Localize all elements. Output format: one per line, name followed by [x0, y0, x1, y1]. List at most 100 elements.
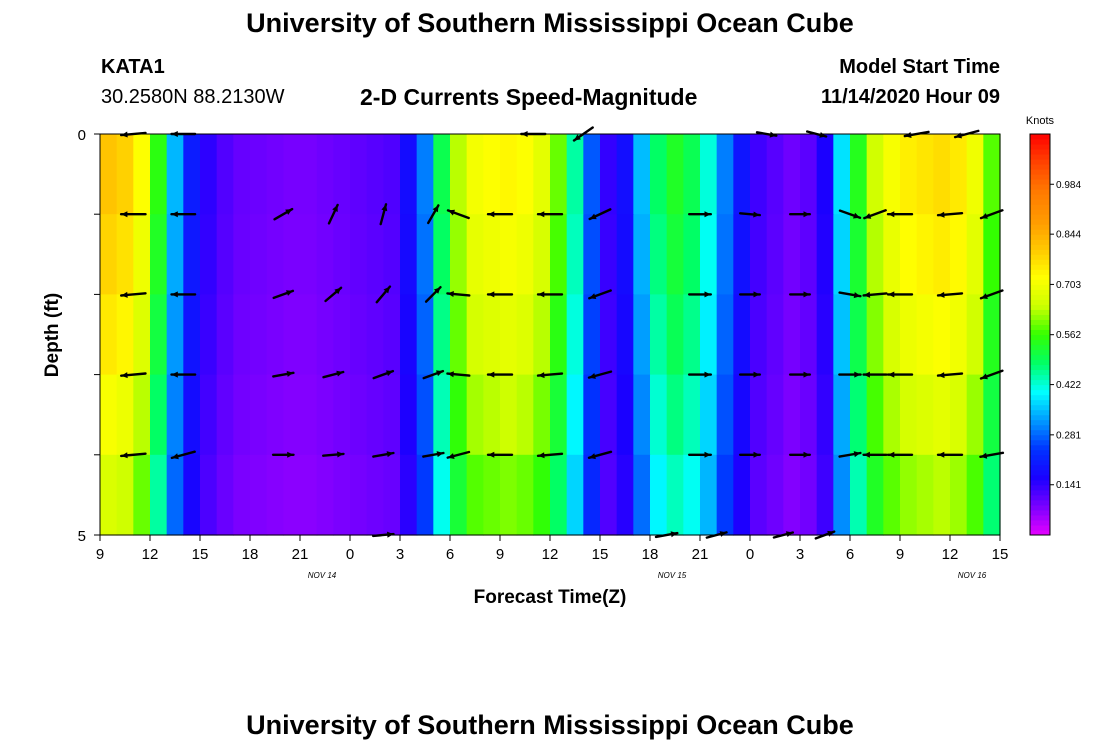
heatmap-cell — [300, 374, 318, 456]
arrow-head — [574, 134, 581, 141]
arrow-head — [803, 451, 810, 458]
colorbar-segment — [1030, 359, 1050, 366]
heatmap-cell — [133, 294, 151, 376]
heatmap-cell — [683, 454, 701, 536]
current-arrow — [862, 291, 888, 298]
arrow-head — [888, 371, 895, 378]
current-arrow — [170, 450, 196, 460]
colorbar-segment — [1030, 419, 1050, 426]
arrow-head — [171, 291, 178, 298]
arrow-head — [436, 370, 443, 377]
heatmap-cell — [500, 214, 518, 295]
heatmap-cell — [416, 374, 434, 456]
heatmap-cell — [866, 134, 884, 215]
heatmap-cell — [716, 214, 734, 295]
heatmap-cell — [666, 374, 684, 456]
heatmap-cell — [100, 294, 118, 376]
heatmap-cell — [750, 134, 768, 215]
current-arrow — [739, 451, 761, 458]
date-label: NOV 15 — [658, 571, 687, 580]
colorbar-segment — [1030, 464, 1050, 471]
heatmap-cell — [100, 214, 118, 295]
heatmap-cell — [583, 214, 601, 295]
heatmap-cell — [966, 214, 984, 295]
heatmap-cell — [183, 214, 201, 295]
current-arrow — [170, 291, 197, 298]
arrow-head — [753, 211, 760, 218]
heatmap-cell — [366, 454, 384, 536]
heatmap-cell — [550, 214, 568, 295]
heatmap-cell — [700, 454, 718, 536]
x-axis-label: Forecast Time(Z) — [474, 587, 627, 608]
current-arrow — [536, 372, 564, 379]
arrow-head — [938, 372, 945, 379]
colorbar-segment — [1030, 524, 1050, 531]
arrow-head — [854, 371, 861, 378]
heatmap-cell — [516, 374, 534, 456]
arrow-head — [704, 371, 711, 378]
heatmap-cell — [333, 294, 351, 376]
heatmap-cell — [666, 454, 684, 536]
heatmap-cell — [800, 374, 818, 456]
arrow-head — [447, 291, 454, 297]
heatmap-cell — [250, 294, 268, 376]
arrow-head — [538, 211, 545, 218]
heatmap-cell — [483, 454, 501, 536]
colorbar-segment — [1030, 284, 1050, 290]
heatmap-cell — [366, 214, 384, 295]
colorbar-segment — [1030, 199, 1050, 205]
arrow-head — [383, 286, 390, 294]
current-arrow — [486, 371, 514, 378]
arrow-head — [171, 453, 179, 460]
heatmap-cell — [466, 214, 484, 295]
heatmap-cell — [600, 214, 618, 295]
heatmap-cell — [750, 374, 768, 456]
colorbar-segment — [1030, 204, 1050, 210]
heatmap-cell — [133, 134, 151, 215]
heatmap-cell — [450, 214, 468, 295]
current-arrow — [427, 204, 440, 225]
heatmap-cell — [150, 214, 168, 295]
heatmap-cell — [983, 214, 1001, 295]
colorbar-tick-label: 0.562 — [1056, 330, 1081, 341]
colorbar-segment — [1030, 219, 1050, 225]
arrow-head — [286, 370, 294, 377]
heatmap-cell — [333, 454, 351, 536]
arrow-head — [853, 212, 860, 219]
current-arrow — [979, 451, 1005, 459]
arrow-head — [704, 291, 711, 298]
colorbar-segment — [1030, 209, 1050, 215]
heatmap-cell — [466, 454, 484, 536]
heatmap-cell — [216, 214, 234, 295]
current-arrow — [536, 211, 564, 218]
heatmap-cell — [533, 294, 551, 376]
heatmap-cell — [483, 294, 501, 376]
arrow-head — [981, 293, 988, 299]
arrow-head — [337, 451, 344, 458]
colorbar-segment — [1030, 154, 1050, 160]
heatmap-cell — [533, 454, 551, 536]
heatmap-cell — [450, 294, 468, 376]
heatmap-cell — [383, 134, 401, 215]
station-id: KATA1 — [101, 56, 165, 78]
heatmap-cell — [533, 214, 551, 295]
heatmap-cell — [266, 134, 284, 215]
heatmap-cell — [250, 454, 268, 536]
heatmap-cell — [333, 374, 351, 456]
heatmap-cell — [633, 294, 651, 376]
colorbar-segment — [1030, 474, 1050, 481]
arrow-head — [753, 451, 760, 458]
heatmap-cell — [516, 134, 534, 215]
heatmap-cell — [150, 374, 168, 456]
current-arrow — [688, 451, 712, 458]
heatmap-cell — [383, 454, 401, 536]
footer-title: University of Southern Mississippi Ocean… — [246, 710, 854, 740]
heatmap-cell — [933, 294, 951, 376]
current-arrow — [588, 289, 612, 300]
colorbar-segment — [1030, 519, 1050, 526]
heatmap-cell — [900, 374, 918, 456]
heatmap-cell — [800, 454, 818, 536]
arrow-head — [121, 211, 128, 218]
heatmap-cell — [683, 294, 701, 376]
